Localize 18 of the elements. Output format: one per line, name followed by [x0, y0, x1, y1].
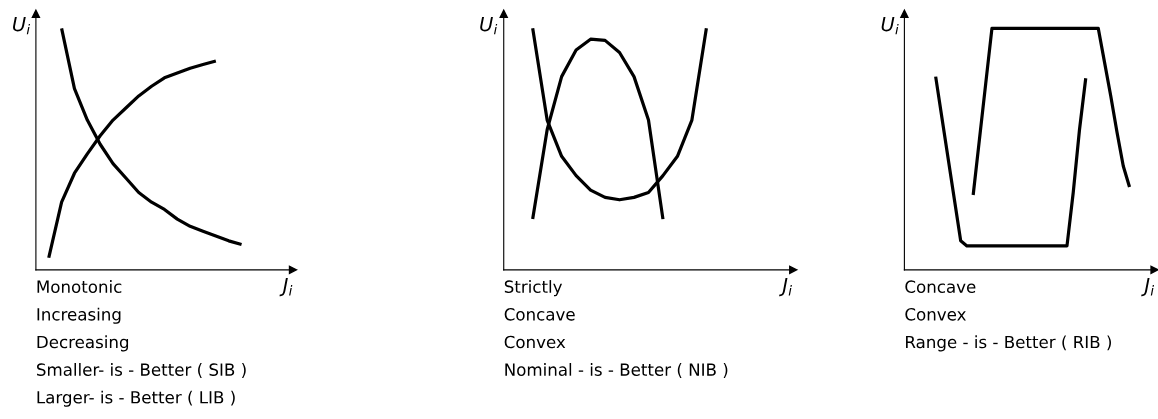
text: Nominal - is - Better ( NIB ): [505, 363, 728, 378]
text: Increasing: [37, 307, 121, 324]
x-axis-title: J$_{i}$: [1141, 278, 1155, 297]
y-axis-title: U$_{i}$: [480, 16, 498, 35]
text: Concave: [504, 308, 575, 321]
text: Range - is - Better ( RIB ): [906, 335, 1112, 352]
text: Larger- is - Better ( LIB ): [37, 390, 235, 407]
x-axis-title: J$_{i}$: [779, 278, 792, 297]
text: Concave: [905, 280, 976, 293]
x-axis-title: J$_{i}$: [279, 278, 293, 297]
y-axis-title: U$_{i}$: [881, 16, 899, 35]
text: Convex: [504, 335, 566, 349]
y-axis-title: U$_{i}$: [13, 16, 31, 35]
text: Smaller- is - Better ( SIB ): [37, 363, 246, 378]
text: Decreasing: [37, 335, 129, 352]
text: Strictly: [504, 280, 563, 297]
text: Convex: [905, 308, 966, 321]
text: Monotonic: [37, 280, 122, 293]
